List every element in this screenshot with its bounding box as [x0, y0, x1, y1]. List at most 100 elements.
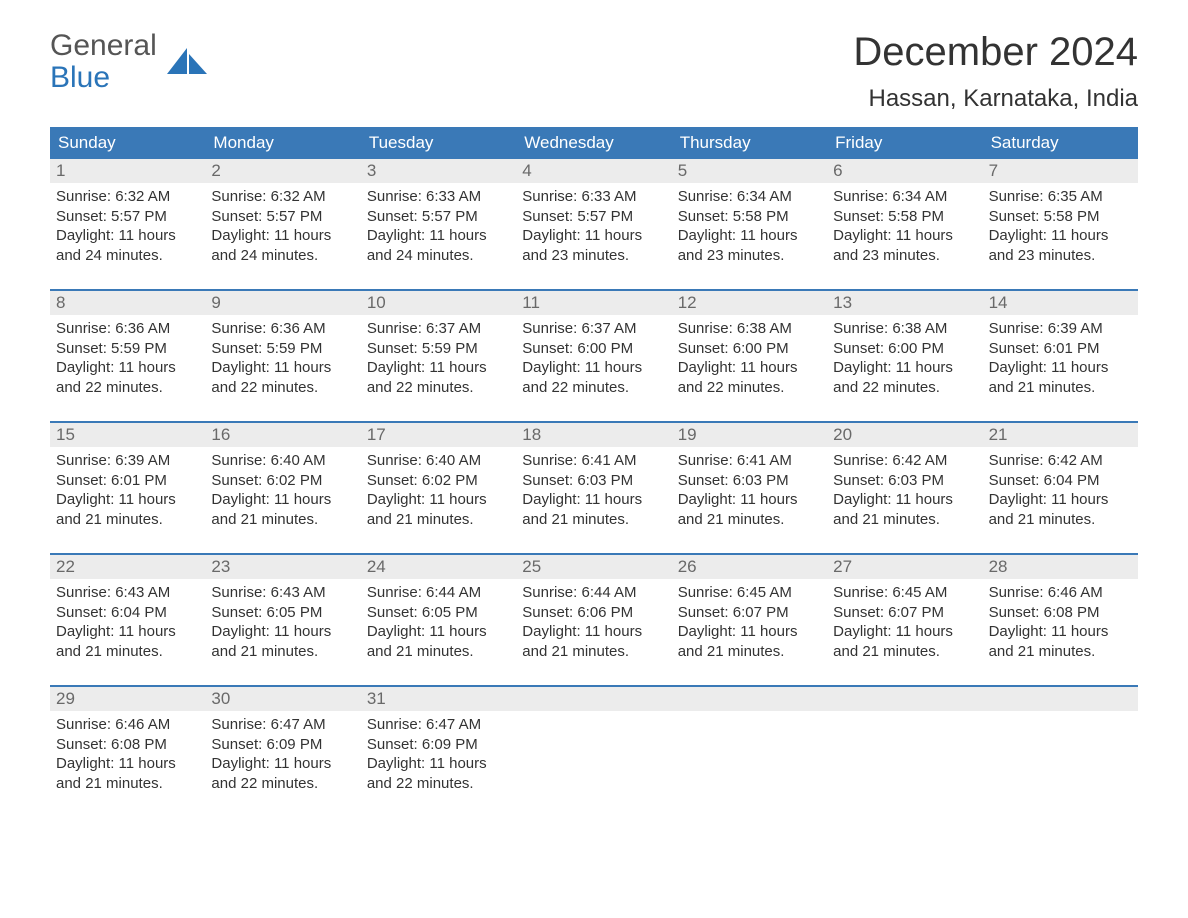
- cell-line: Daylight: 11 hours: [56, 490, 199, 510]
- cell-line: Sunrise: 6:37 AM: [522, 319, 665, 339]
- cell-line: Sunset: 6:04 PM: [989, 471, 1132, 491]
- week-row: 29Sunrise: 6:46 AMSunset: 6:08 PMDayligh…: [50, 685, 1138, 799]
- cell-line: and 22 minutes.: [56, 378, 199, 398]
- calendar-cell: 31Sunrise: 6:47 AMSunset: 6:09 PMDayligh…: [361, 687, 516, 799]
- calendar-cell: 19Sunrise: 6:41 AMSunset: 6:03 PMDayligh…: [672, 423, 827, 535]
- calendar-cell: 8Sunrise: 6:36 AMSunset: 5:59 PMDaylight…: [50, 291, 205, 403]
- cell-line: and 21 minutes.: [367, 510, 510, 530]
- cell-line: Daylight: 11 hours: [989, 226, 1132, 246]
- cell-line: Daylight: 11 hours: [56, 622, 199, 642]
- cell-line: Sunrise: 6:47 AM: [367, 715, 510, 735]
- cell-line: and 21 minutes.: [56, 510, 199, 530]
- cell-body: Sunrise: 6:36 AMSunset: 5:59 PMDaylight:…: [50, 315, 205, 403]
- calendar-cell: 21Sunrise: 6:42 AMSunset: 6:04 PMDayligh…: [983, 423, 1138, 535]
- cell-line: Sunset: 5:59 PM: [211, 339, 354, 359]
- cell-line: and 22 minutes.: [522, 378, 665, 398]
- cell-body: Sunrise: 6:41 AMSunset: 6:03 PMDaylight:…: [672, 447, 827, 535]
- calendar-cell: 11Sunrise: 6:37 AMSunset: 6:00 PMDayligh…: [516, 291, 671, 403]
- cell-line: Daylight: 11 hours: [56, 226, 199, 246]
- cell-line: Sunrise: 6:34 AM: [833, 187, 976, 207]
- cell-line: and 22 minutes.: [367, 378, 510, 398]
- date-number: 6: [827, 159, 982, 183]
- cell-line: Sunset: 6:03 PM: [522, 471, 665, 491]
- cell-line: Sunrise: 6:42 AM: [833, 451, 976, 471]
- cell-line: Daylight: 11 hours: [833, 622, 976, 642]
- cell-body: Sunrise: 6:38 AMSunset: 6:00 PMDaylight:…: [672, 315, 827, 403]
- cell-line: and 21 minutes.: [833, 510, 976, 530]
- cell-line: Daylight: 11 hours: [56, 358, 199, 378]
- cell-line: Sunrise: 6:38 AM: [678, 319, 821, 339]
- cell-line: and 21 minutes.: [367, 642, 510, 662]
- cell-line: and 21 minutes.: [56, 774, 199, 794]
- cell-line: Sunrise: 6:38 AM: [833, 319, 976, 339]
- cell-line: Sunset: 6:03 PM: [678, 471, 821, 491]
- cell-line: and 24 minutes.: [367, 246, 510, 266]
- cell-line: Sunset: 6:01 PM: [989, 339, 1132, 359]
- date-number: [983, 687, 1138, 711]
- week-row: 15Sunrise: 6:39 AMSunset: 6:01 PMDayligh…: [50, 421, 1138, 535]
- cell-line: Sunset: 6:02 PM: [211, 471, 354, 491]
- cell-line: and 22 minutes.: [211, 774, 354, 794]
- date-number: 9: [205, 291, 360, 315]
- date-number: 12: [672, 291, 827, 315]
- cell-line: and 21 minutes.: [833, 642, 976, 662]
- cell-line: Sunset: 5:58 PM: [833, 207, 976, 227]
- cell-line: Sunset: 6:06 PM: [522, 603, 665, 623]
- header: General Blue December 2024 Hassan, Karna…: [50, 30, 1138, 113]
- cell-line: Daylight: 11 hours: [989, 622, 1132, 642]
- date-number: 2: [205, 159, 360, 183]
- cell-line: Daylight: 11 hours: [211, 358, 354, 378]
- calendar-cell: 13Sunrise: 6:38 AMSunset: 6:00 PMDayligh…: [827, 291, 982, 403]
- calendar-cell: 3Sunrise: 6:33 AMSunset: 5:57 PMDaylight…: [361, 159, 516, 271]
- cell-line: and 23 minutes.: [989, 246, 1132, 266]
- cell-line: Sunrise: 6:40 AM: [367, 451, 510, 471]
- day-header-thursday: Thursday: [672, 127, 827, 159]
- day-header-row: Sunday Monday Tuesday Wednesday Thursday…: [50, 127, 1138, 159]
- cell-line: and 22 minutes.: [211, 378, 354, 398]
- cell-line: Sunrise: 6:45 AM: [678, 583, 821, 603]
- cell-line: Sunrise: 6:47 AM: [211, 715, 354, 735]
- calendar-cell: 29Sunrise: 6:46 AMSunset: 6:08 PMDayligh…: [50, 687, 205, 799]
- calendar-cell: 28Sunrise: 6:46 AMSunset: 6:08 PMDayligh…: [983, 555, 1138, 667]
- cell-line: Sunset: 6:03 PM: [833, 471, 976, 491]
- logo-line2: Blue: [50, 61, 110, 94]
- calendar-cell: 2Sunrise: 6:32 AMSunset: 5:57 PMDaylight…: [205, 159, 360, 271]
- cell-line: Sunrise: 6:37 AM: [367, 319, 510, 339]
- cell-line: and 21 minutes.: [678, 510, 821, 530]
- cell-line: Sunrise: 6:39 AM: [56, 451, 199, 471]
- cell-body: Sunrise: 6:44 AMSunset: 6:05 PMDaylight:…: [361, 579, 516, 667]
- date-number: 29: [50, 687, 205, 711]
- day-header-monday: Monday: [205, 127, 360, 159]
- date-number: 25: [516, 555, 671, 579]
- cell-line: Sunset: 5:57 PM: [367, 207, 510, 227]
- date-number: [516, 687, 671, 711]
- calendar-cell: 4Sunrise: 6:33 AMSunset: 5:57 PMDaylight…: [516, 159, 671, 271]
- date-number: 18: [516, 423, 671, 447]
- cell-line: and 21 minutes.: [211, 642, 354, 662]
- date-number: 3: [361, 159, 516, 183]
- cell-body: Sunrise: 6:43 AMSunset: 6:04 PMDaylight:…: [50, 579, 205, 667]
- cell-line: and 22 minutes.: [833, 378, 976, 398]
- cell-line: Sunrise: 6:32 AM: [211, 187, 354, 207]
- cell-line: Daylight: 11 hours: [211, 490, 354, 510]
- cell-body: Sunrise: 6:34 AMSunset: 5:58 PMDaylight:…: [672, 183, 827, 271]
- calendar-cell: 26Sunrise: 6:45 AMSunset: 6:07 PMDayligh…: [672, 555, 827, 667]
- date-number: 17: [361, 423, 516, 447]
- logo-text: General Blue: [50, 30, 157, 93]
- cell-body: Sunrise: 6:44 AMSunset: 6:06 PMDaylight:…: [516, 579, 671, 667]
- calendar-cell: 30Sunrise: 6:47 AMSunset: 6:09 PMDayligh…: [205, 687, 360, 799]
- calendar-cell: 27Sunrise: 6:45 AMSunset: 6:07 PMDayligh…: [827, 555, 982, 667]
- date-number: 21: [983, 423, 1138, 447]
- cell-line: Sunset: 5:57 PM: [211, 207, 354, 227]
- cell-line: and 21 minutes.: [989, 378, 1132, 398]
- cell-line: and 22 minutes.: [367, 774, 510, 794]
- cell-line: Sunrise: 6:44 AM: [367, 583, 510, 603]
- cell-line: Sunrise: 6:41 AM: [678, 451, 821, 471]
- day-header-tuesday: Tuesday: [361, 127, 516, 159]
- date-number: 10: [361, 291, 516, 315]
- cell-line: Daylight: 11 hours: [833, 358, 976, 378]
- cell-line: and 24 minutes.: [211, 246, 354, 266]
- cell-line: Sunrise: 6:44 AM: [522, 583, 665, 603]
- cell-line: Sunset: 6:08 PM: [989, 603, 1132, 623]
- logo-sail-icon: [161, 44, 209, 80]
